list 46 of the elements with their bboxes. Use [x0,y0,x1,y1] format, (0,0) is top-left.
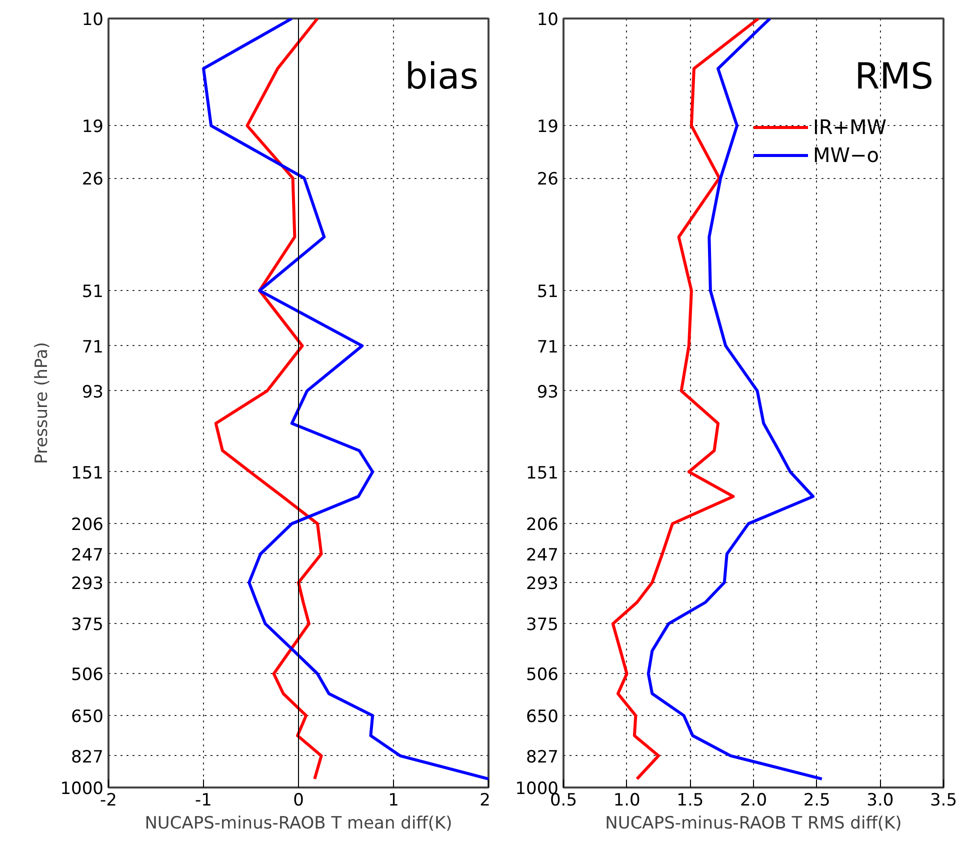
x-tick-label: 1.0 [613,790,640,810]
y-tick-label: 51 [82,282,104,302]
x-tick-label: 3.5 [930,790,958,810]
annotation: bias [404,56,478,98]
x-axis-title: NUCAPS-minus-RAOB T mean diff(K) [144,814,452,834]
y-tick-label: 19 [536,117,559,138]
y-axis-title: Pressure (hPa) [32,342,52,464]
x-axis-title: NUCAPS-minus-RAOB T RMS diff(K) [605,814,902,834]
y-tick-label: 247 [71,545,104,566]
y-tick-label: 151 [526,463,559,484]
y-tick-label: 206 [526,515,559,536]
y-tick-label: 93 [536,382,559,402]
y-tick-label: 650 [71,707,104,728]
y-tick-label: 375 [526,615,559,636]
y-tick-label: 1000 [60,779,104,799]
y-tick-label: 93 [82,382,104,402]
x-tick-label: 3.0 [866,790,894,810]
legend-label: MW−o [813,143,880,167]
annotation: RMS [854,56,934,98]
y-tick-label: 71 [82,337,104,358]
y-tick-label: 19 [82,117,104,138]
y-tick-label: 827 [526,747,559,768]
y-tick-label: 71 [536,337,559,358]
x-tick-label: 2.5 [803,790,830,810]
x-tick-label: 0 [293,790,304,810]
y-tick-label: 206 [71,515,104,536]
y-tick-label: 827 [71,747,104,768]
y-tick-label: 293 [71,574,104,594]
x-tick-label: 1 [388,790,399,810]
y-tick-label: 247 [526,545,559,566]
x-tick-label: 2.0 [740,790,768,810]
y-tick-label: 51 [536,282,559,302]
y-tick-label: 26 [82,170,104,190]
y-tick-label: 10 [536,10,559,30]
y-tick-label: 151 [71,463,104,484]
y-tick-label: 375 [71,615,104,636]
y-tick-label: 293 [526,574,559,594]
x-tick-label: -1 [195,790,212,810]
y-tick-label: 26 [536,170,559,190]
y-tick-label: 10 [82,10,104,30]
legend-label: IR+MW [813,115,887,139]
y-tick-label: 506 [526,665,559,686]
x-tick-label: 2 [480,790,491,810]
x-tick-label: 1.5 [676,790,704,810]
y-tick-label: 506 [71,665,104,686]
y-tick-label: 650 [526,707,559,728]
